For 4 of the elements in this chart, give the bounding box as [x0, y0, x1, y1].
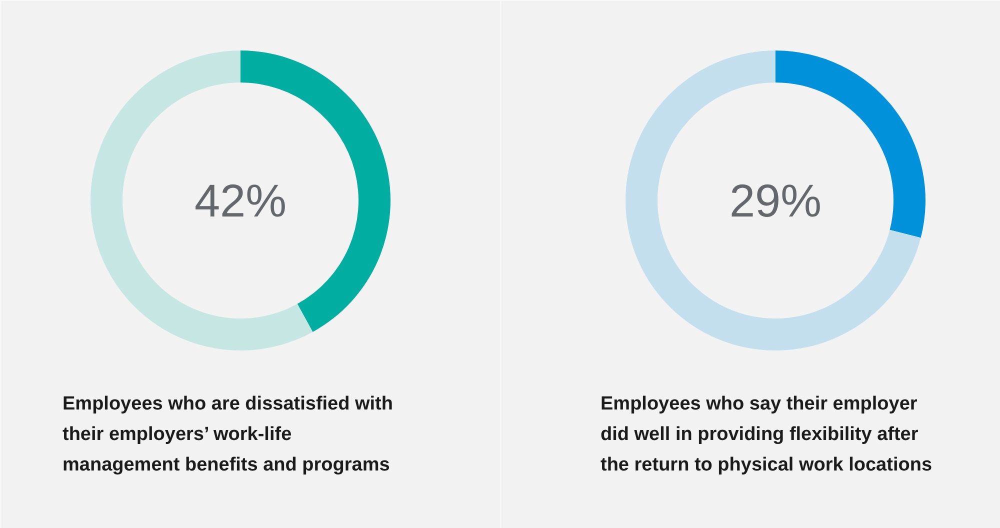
data-label: 42%	[194, 174, 287, 226]
data-label: 29%	[729, 174, 822, 226]
text: Employees who are dissatisfied with their employers’ work-life management benefits and programs	[62, 394, 393, 476]
text: Employees who say their employer did well in providing flexibility after the return to physical work locations	[600, 394, 932, 476]
